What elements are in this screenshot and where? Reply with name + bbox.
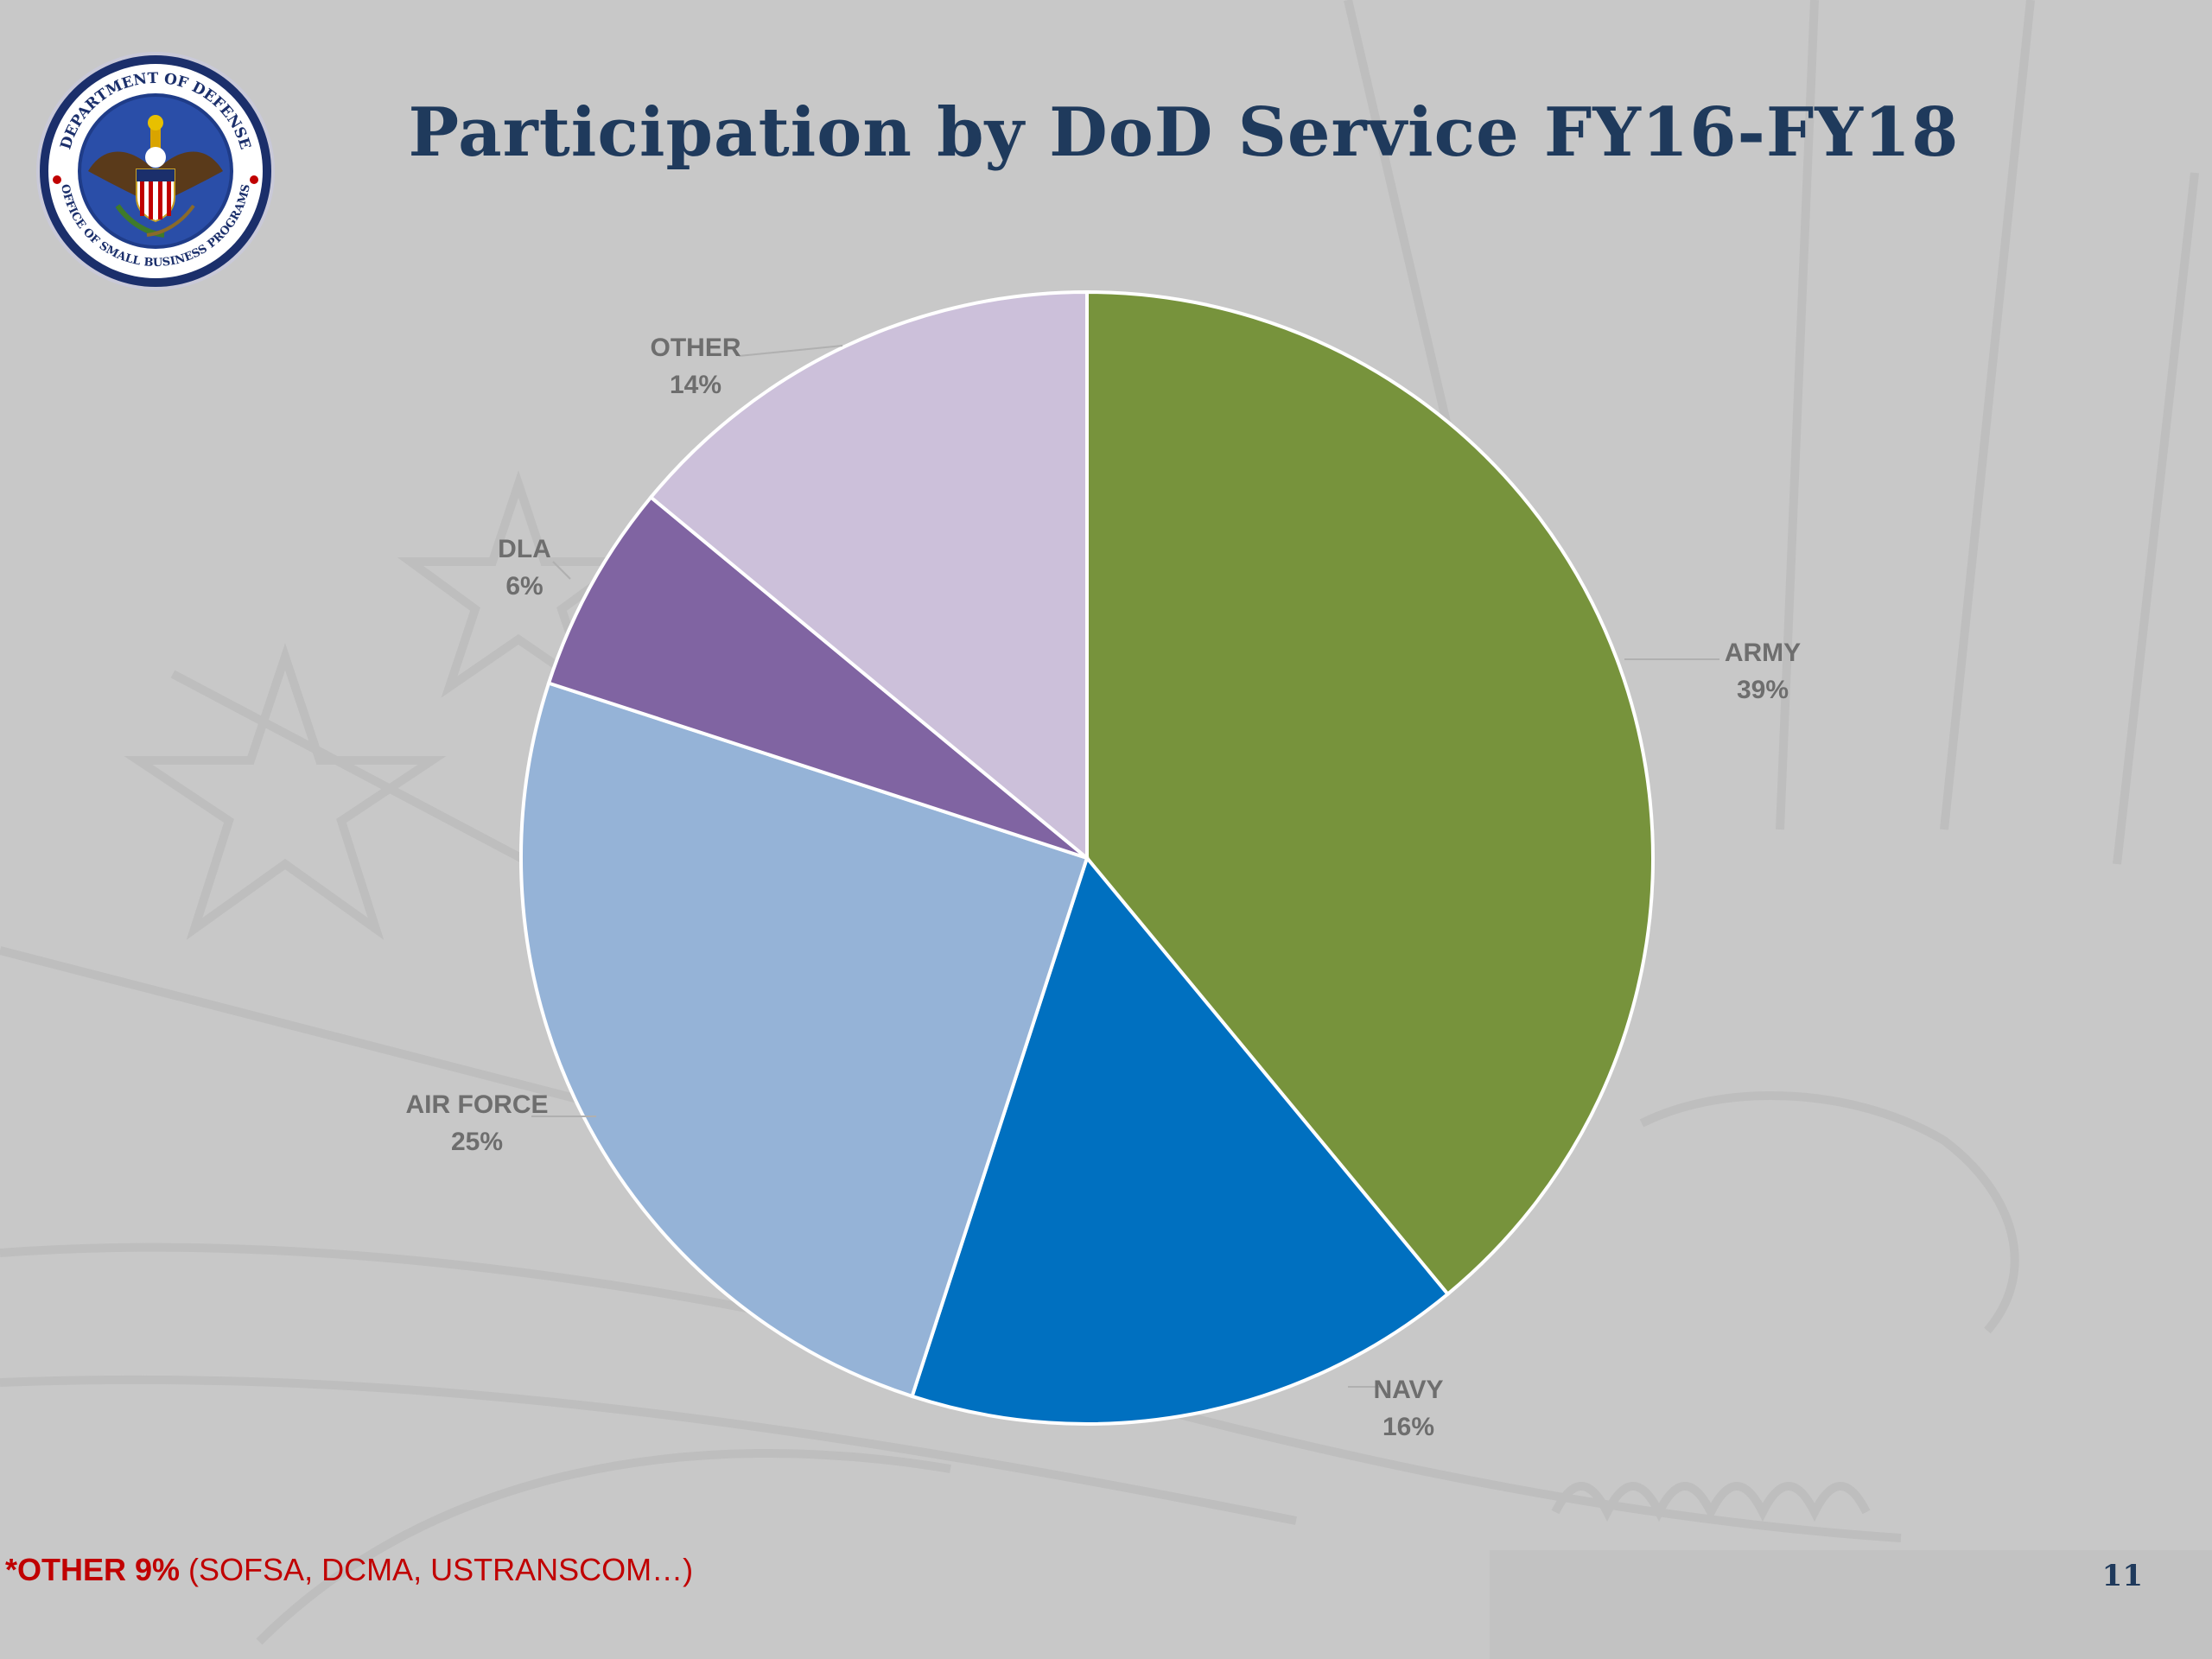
slice-label-army: ARMY [1725,639,1801,667]
footnote-strong: *OTHER 9% [5,1552,181,1587]
footnote: *OTHER 9% (SOFSA, DCMA, USTRANSCOM…) [5,1552,693,1588]
slice-value-dla: 6% [505,572,543,601]
slice-label-dla: DLA [498,535,551,563]
slice-label-other: OTHER [651,334,741,362]
slice-value-air-force: 25% [451,1128,503,1156]
slice-value-army: 39% [1737,676,1789,704]
slice-label-air-force: AIR FORCE [406,1090,549,1119]
pie-slice-navy [910,854,1451,1426]
pie-slice-other [648,289,1089,862]
slice-value-other: 14% [670,371,721,399]
leader-line-other [738,345,843,357]
footnote-detail: (SOFSA, DCMA, USTRANSCOM…) [180,1552,694,1587]
leader-line-dla [552,561,571,580]
pie-slice-dla [546,494,1089,860]
pie-slice-air-force [519,681,1090,1399]
slide-title: Participation by DoD Service FY16-FY18 [408,93,1960,172]
dod-seal-logo: DEPARTMENT OF DEFENSE OFFICE OF SMALL BU… [36,52,275,290]
page-number: 11 [2101,1559,2143,1593]
footer-bar [1490,1550,2212,1659]
slice-value-navy: 16% [1382,1413,1434,1441]
pie-slice-army [1085,289,1655,1297]
slice-label-navy: NAVY [1373,1376,1443,1404]
